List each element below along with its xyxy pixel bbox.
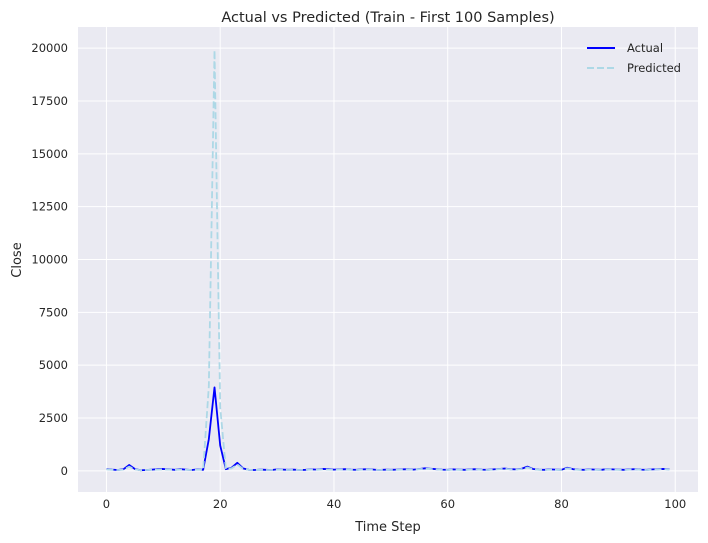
y-tick-label: 12500 [31, 200, 68, 214]
y-tick-label: 15000 [31, 147, 68, 161]
legend: Actual Predicted [587, 41, 681, 75]
x-tick-label: 0 [103, 497, 110, 511]
y-tick-label: 0 [61, 464, 68, 478]
x-tick-label: 20 [213, 497, 228, 511]
x-axis-label: Time Step [354, 520, 421, 535]
y-tick-label: 2500 [39, 411, 68, 425]
x-tick-label: 40 [327, 497, 342, 511]
x-tick-label: 60 [440, 497, 455, 511]
chart-title: Actual vs Predicted (Train - First 100 S… [221, 10, 554, 26]
y-tick-label: 17500 [31, 94, 68, 108]
x-tick-labels: 0 20 40 60 80 100 [103, 497, 686, 511]
legend-actual-label: Actual [627, 41, 663, 55]
x-tick-label: 100 [664, 497, 686, 511]
y-tick-label: 20000 [31, 41, 68, 55]
y-tick-label: 7500 [39, 305, 68, 319]
y-grid [78, 47, 698, 472]
x-tick-label: 80 [554, 497, 569, 511]
y-tick-label: 5000 [39, 358, 68, 372]
y-axis-label: Close [10, 242, 25, 277]
y-tick-labels: 0 2500 5000 7500 10000 12500 15000 17500 20000 [31, 41, 68, 478]
series-line-predicted [106, 49, 670, 472]
series-layer [106, 49, 670, 472]
legend-predicted-label: Predicted [627, 61, 681, 75]
y-tick-label: 10000 [31, 253, 68, 267]
